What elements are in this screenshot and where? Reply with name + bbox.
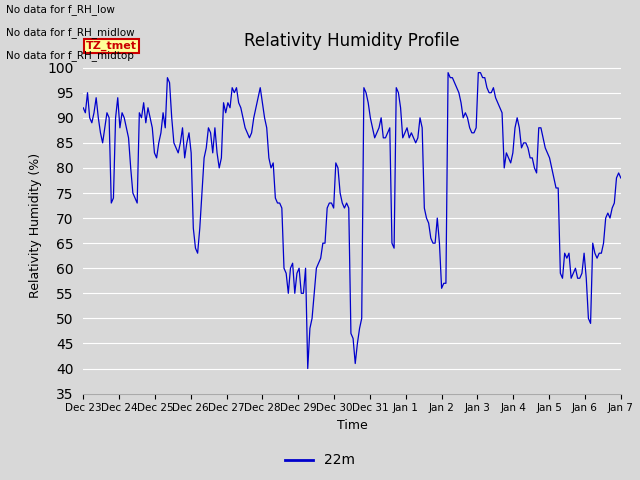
Text: No data for f_RH_low: No data for f_RH_low bbox=[6, 4, 115, 15]
Text: TZ_tmet: TZ_tmet bbox=[86, 41, 137, 51]
Y-axis label: Relativity Humidity (%): Relativity Humidity (%) bbox=[29, 153, 42, 298]
Text: No data for f_RH_midlow: No data for f_RH_midlow bbox=[6, 27, 135, 38]
Legend: 22m: 22m bbox=[280, 448, 360, 473]
Title: Relativity Humidity Profile: Relativity Humidity Profile bbox=[244, 33, 460, 50]
X-axis label: Time: Time bbox=[337, 419, 367, 432]
Text: No data for f_RH_midtop: No data for f_RH_midtop bbox=[6, 50, 134, 61]
